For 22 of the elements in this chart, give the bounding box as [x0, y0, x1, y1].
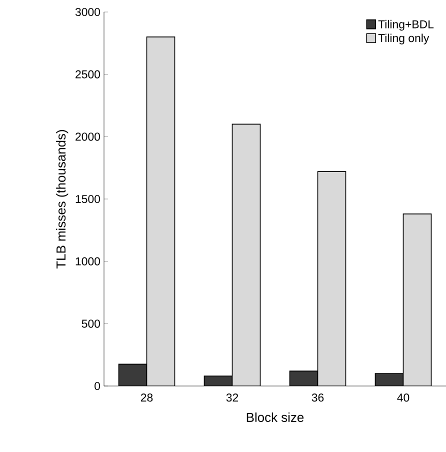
- y-tick-label: 1000: [76, 257, 100, 266]
- bar: [289, 370, 318, 386]
- bar: [146, 36, 176, 386]
- y-axis-title: TLB misses (thousands): [56, 130, 68, 269]
- y-tick-label: 1500: [76, 194, 100, 204]
- x-axis-title: Block size: [246, 412, 304, 422]
- legend-label: Tiling only: [378, 34, 430, 44]
- y-tick-label: 3000: [75, 8, 100, 16]
- y-tick-label: 0: [94, 382, 100, 390]
- y-tick-label: 500: [82, 320, 100, 328]
- y-tick-label: 2500: [76, 70, 100, 78]
- y-tick-label: 2000: [76, 132, 100, 141]
- bar: [317, 171, 346, 386]
- x-tick-label: 40: [397, 394, 410, 402]
- x-tick-label: 36: [312, 394, 324, 402]
- bar: [118, 364, 148, 386]
- bar: [232, 124, 261, 386]
- bar: [374, 373, 404, 386]
- bar: [402, 214, 432, 386]
- legend-label: Tiling+BDL: [378, 20, 434, 31]
- x-tick-label: 28: [140, 394, 153, 402]
- x-tick-label: 32: [226, 394, 238, 402]
